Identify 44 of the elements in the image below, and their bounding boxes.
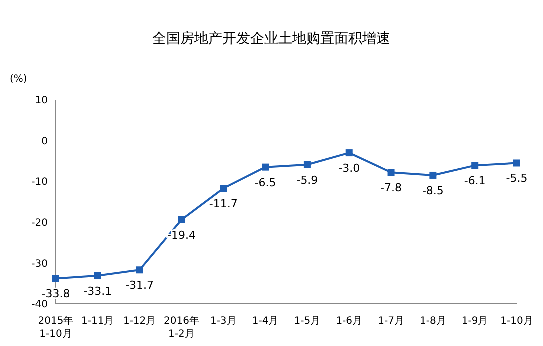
- x-tick-label: 1-11月: [82, 316, 114, 327]
- data-label: -33.1: [84, 284, 112, 298]
- point: [94, 272, 102, 280]
- x-tick-label: 2015年 1-10月: [38, 315, 74, 340]
- x-tick-label: 2016年 1-2月: [164, 315, 200, 340]
- x-tick-label: 1-3月: [210, 316, 237, 327]
- data-label: -5.9: [296, 174, 318, 187]
- point: [514, 160, 520, 167]
- x-tick-label: 1-12月: [123, 316, 156, 327]
- y-tick-label: -10: [32, 177, 48, 188]
- y-tick-label: 0: [42, 136, 48, 148]
- x-tick-label: 1-8月: [420, 316, 446, 327]
- y-tick-label: -30: [32, 258, 48, 270]
- y-tick-label: 10: [35, 96, 48, 107]
- data-label: -5.5: [506, 172, 528, 186]
- x-tick-label: 1-10月: [500, 316, 534, 327]
- point: [388, 169, 395, 176]
- y-axis-title: (%): [10, 74, 28, 85]
- data-label: -8.5: [422, 184, 444, 198]
- x-tick-label: 1-4月: [252, 316, 279, 327]
- x-tick-label: 1-6月: [336, 316, 363, 327]
- point: [430, 172, 437, 179]
- point: [178, 216, 186, 224]
- chart-title: 全国房地产开发企业土地购置面积增速: [152, 30, 392, 48]
- data-label: -6.5: [254, 176, 276, 190]
- y-tick-label: -20: [32, 218, 48, 229]
- data-label: -31.7: [126, 279, 154, 292]
- x-tick-label: 1-9月: [462, 316, 488, 327]
- point: [52, 275, 60, 282]
- data-label: -33.8: [42, 288, 70, 301]
- point: [220, 185, 228, 192]
- data-label: -19.4: [167, 228, 196, 242]
- data-label: -3.0: [338, 162, 360, 176]
- data-label: -11.7: [209, 198, 238, 211]
- data-label: -6.1: [464, 174, 486, 188]
- x-tick-label: 1-5月: [294, 316, 321, 327]
- data-label: -7.8: [380, 182, 402, 195]
- y-tick-label: -40: [32, 300, 48, 311]
- point: [346, 150, 353, 157]
- point: [472, 162, 479, 170]
- point: [304, 161, 311, 168]
- point: [136, 266, 144, 274]
- x-tick-label: 1-7月: [378, 316, 404, 327]
- point: [262, 164, 270, 171]
